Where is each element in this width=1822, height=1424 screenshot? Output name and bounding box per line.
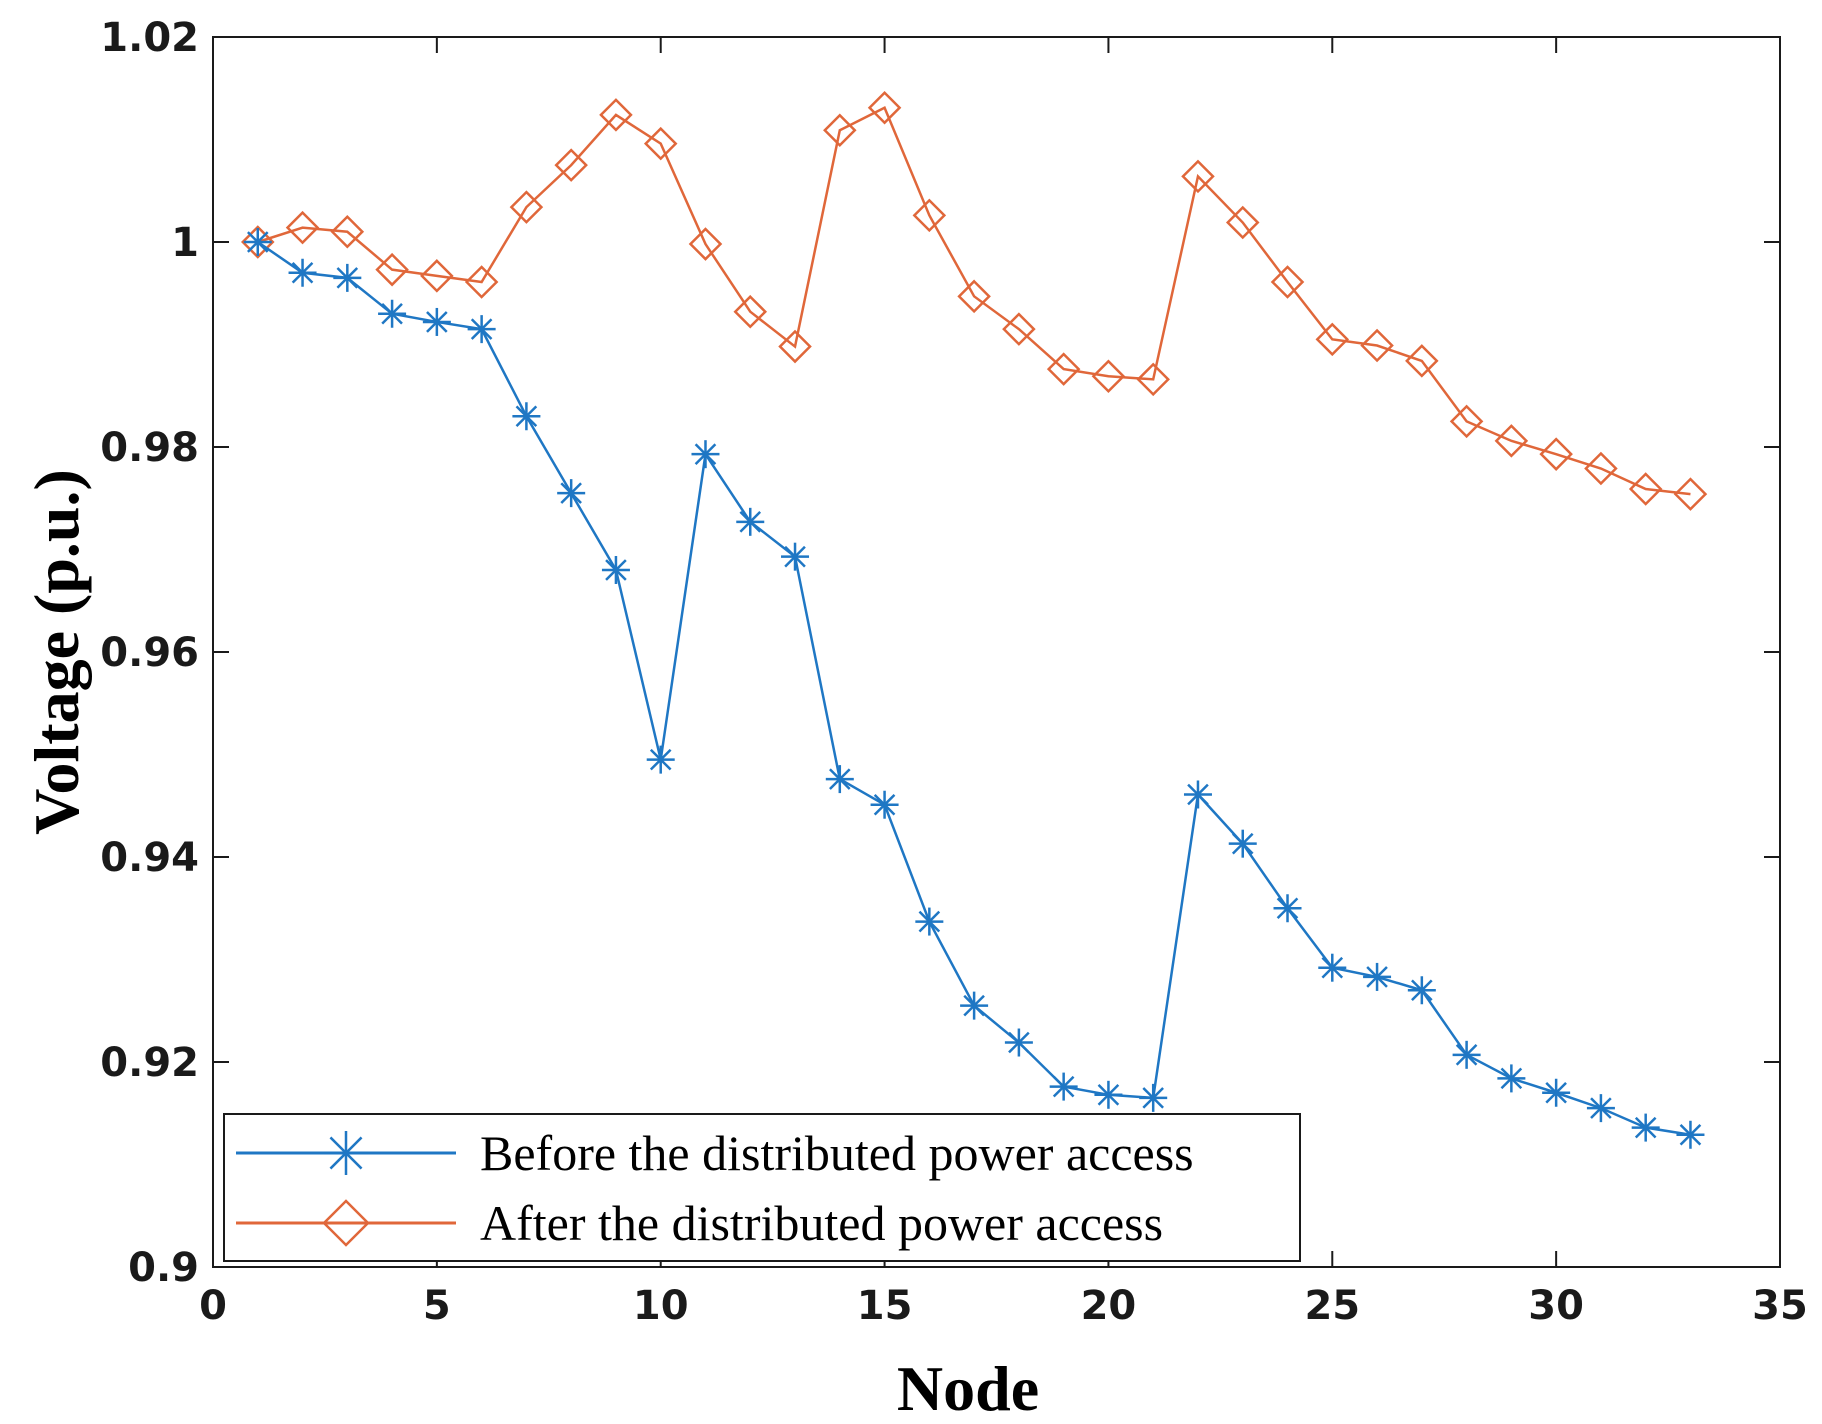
x-tick-label: 30 — [1528, 1283, 1584, 1329]
y-tick-label: 0.96 — [100, 630, 199, 676]
data-point — [870, 790, 899, 819]
series-after — [241, 90, 1708, 511]
data-point — [643, 126, 678, 161]
data-point — [1360, 328, 1394, 363]
data-point — [1225, 205, 1260, 240]
data-point — [1228, 829, 1257, 858]
data-point — [1363, 962, 1392, 991]
data-point — [422, 307, 451, 336]
x-tick-label: 35 — [1752, 1283, 1808, 1329]
data-point — [1046, 352, 1081, 386]
data-point — [599, 98, 633, 132]
data-point — [1091, 359, 1126, 394]
data-point — [1407, 976, 1436, 1005]
data-point — [867, 90, 902, 125]
legend-marker — [322, 1199, 370, 1247]
data-point — [467, 315, 496, 344]
data-point — [691, 440, 720, 469]
data-point — [1631, 1113, 1660, 1142]
data-point — [1273, 894, 1302, 923]
data-point — [915, 907, 944, 936]
legend-entry: After the distributed power access — [236, 1195, 1163, 1251]
series-before — [243, 228, 1705, 1149]
data-point — [464, 265, 499, 299]
data-point — [688, 227, 723, 261]
data-point — [1139, 1083, 1168, 1112]
data-point — [1673, 477, 1708, 511]
data-point — [333, 263, 362, 292]
data-point — [557, 479, 586, 508]
data-point — [378, 299, 407, 328]
data-point — [241, 225, 275, 259]
data-point — [420, 259, 454, 293]
data-point — [1181, 159, 1215, 194]
data-point — [375, 252, 409, 287]
data-point — [781, 542, 810, 571]
data-point — [1318, 953, 1347, 982]
data-point — [285, 210, 320, 245]
y-tick-label: 1.02 — [100, 15, 199, 61]
data-point — [330, 214, 365, 249]
data-point — [1405, 344, 1439, 378]
data-point — [823, 113, 857, 148]
data-point — [1049, 1072, 1078, 1101]
legend-box — [223, 1113, 1301, 1262]
data-point — [1002, 312, 1036, 346]
data-point — [646, 745, 675, 774]
data-point — [512, 402, 541, 431]
data-point — [1452, 1040, 1481, 1069]
legend-label: Before the distributed power access — [480, 1125, 1194, 1181]
x-tick-label: 20 — [1081, 1283, 1137, 1329]
data-point — [1270, 265, 1305, 299]
data-point — [1494, 424, 1529, 458]
x-tick-label: 5 — [423, 1283, 451, 1329]
legend-entry: Before the distributed power access — [236, 1125, 1194, 1181]
data-point — [778, 329, 812, 364]
y-tick-label: 0.92 — [100, 1040, 199, 1086]
x-tick-label: 0 — [199, 1283, 227, 1329]
x-axis-ticks: 0 5 10 15 20 25 30 35 — [199, 37, 1808, 1329]
y-tick-label: 0.94 — [100, 835, 199, 881]
data-point — [1539, 437, 1573, 471]
x-axis-title: Node — [897, 1353, 1039, 1424]
data-point — [1542, 1078, 1571, 1107]
legend-marker — [324, 1131, 368, 1175]
data-point — [1183, 780, 1212, 809]
y-tick-label: 0.98 — [100, 425, 199, 471]
x-tick-label: 25 — [1304, 1283, 1360, 1329]
data-point — [509, 190, 544, 224]
y-tick-label: 0.9 — [128, 1245, 199, 1291]
data-point — [288, 258, 317, 287]
data-point — [601, 556, 630, 584]
plot-area — [212, 36, 1781, 1268]
legend: Before the distributed power access After… — [223, 1113, 1301, 1262]
data-point — [1586, 1094, 1615, 1123]
data-point — [554, 148, 588, 182]
data-point — [825, 765, 854, 794]
x-tick-label: 10 — [633, 1283, 689, 1329]
data-point — [957, 279, 991, 314]
data-point — [912, 198, 947, 233]
data-point — [1094, 1080, 1123, 1109]
legend-label: After the distributed power access — [480, 1195, 1163, 1251]
data-point — [1497, 1064, 1526, 1093]
data-point — [1449, 404, 1484, 439]
y-axis-title: Voltage (p.u.) — [21, 469, 92, 835]
data-point — [1004, 1028, 1033, 1057]
y-tick-label: 1 — [171, 220, 199, 266]
data-point — [1136, 362, 1170, 397]
series-layer — [241, 90, 1708, 1149]
data-point — [1676, 1120, 1705, 1149]
data-point — [733, 294, 768, 329]
x-tick-label: 15 — [857, 1283, 913, 1329]
data-point — [1584, 451, 1618, 486]
data-point — [1315, 322, 1350, 357]
data-point — [960, 991, 989, 1020]
data-point — [1628, 472, 1663, 506]
data-point — [243, 228, 272, 256]
y-axis-ticks: 0.9 0.92 0.94 0.96 0.98 1 1.02 — [100, 15, 1780, 1291]
series-line — [257, 106, 1691, 496]
data-point — [736, 507, 765, 536]
